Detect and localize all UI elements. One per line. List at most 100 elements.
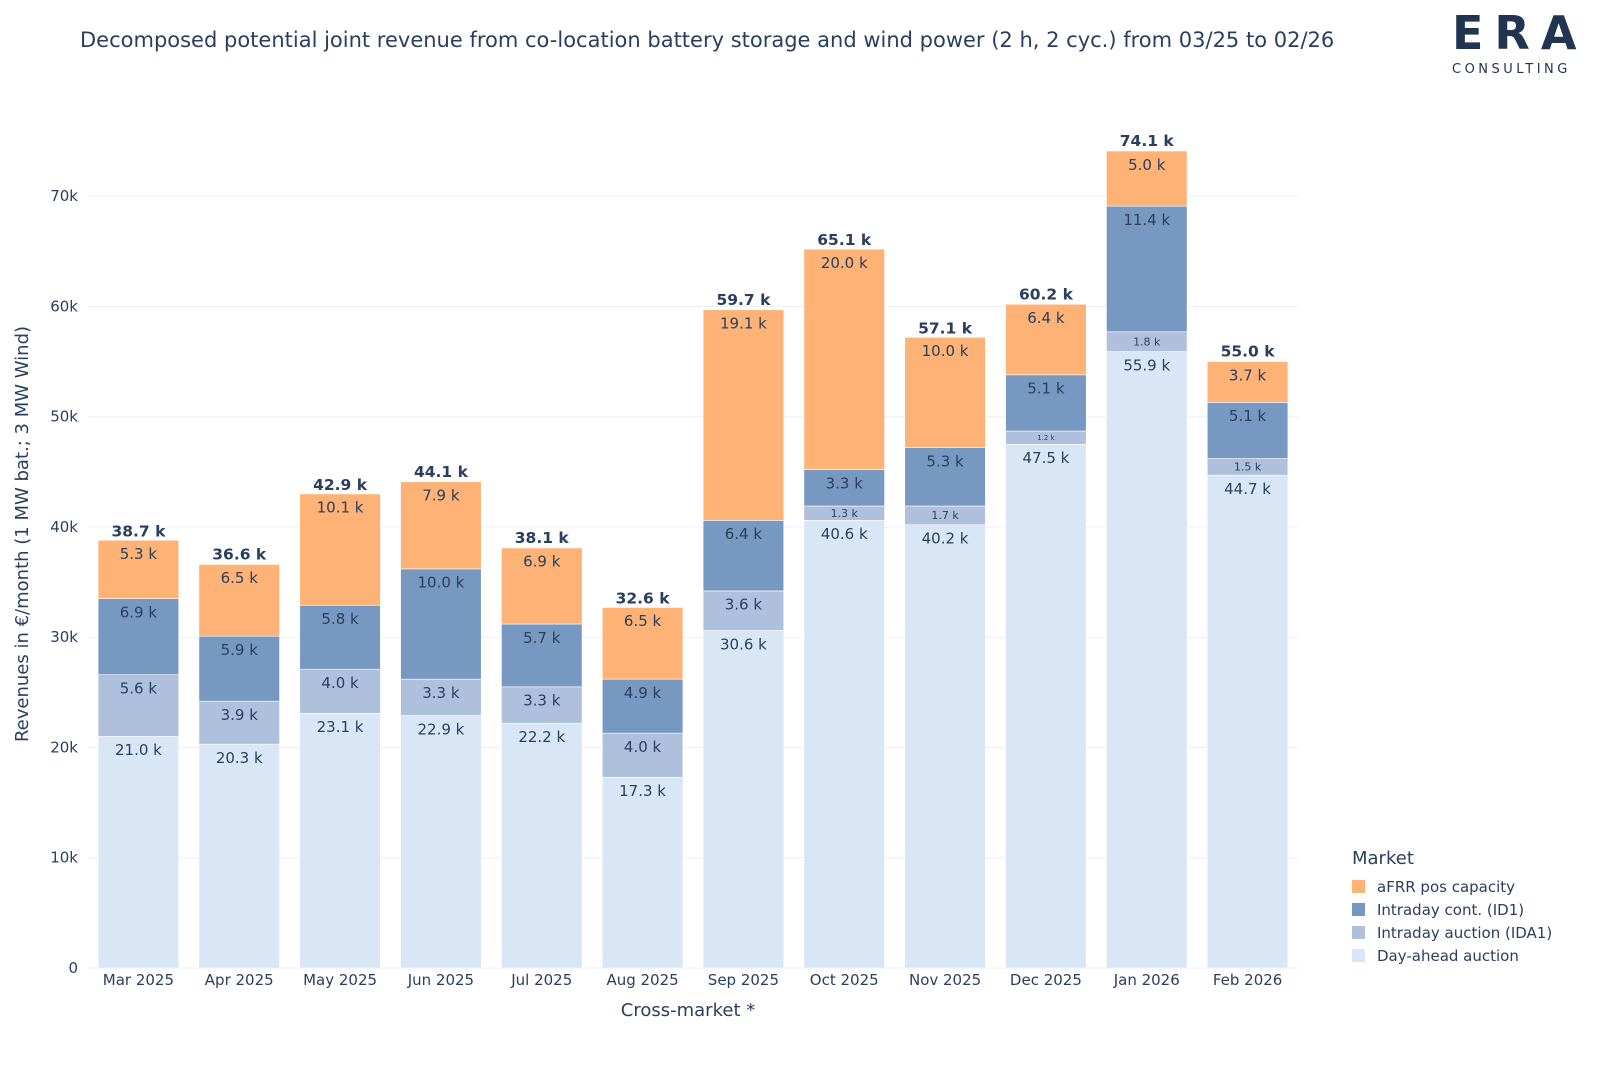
x-axis-title: Cross-market * (621, 1000, 755, 1021)
x-tick-label: Mar 2025 (103, 971, 174, 989)
segment-value-label: 17.3 k (619, 782, 666, 800)
segment-value-label: 6.9 k (120, 603, 158, 621)
bar-segment (501, 623, 583, 688)
gridlines (88, 195, 1298, 859)
total-value-label: 38.1 k (515, 529, 570, 547)
segment-value-label: 11.4 k (1123, 211, 1170, 229)
segment-value-label: 5.8 k (321, 610, 359, 628)
legend-item[interactable]: Intraday cont. (ID1) (1352, 898, 1552, 921)
legend-item[interactable]: aFRR pos capacity (1352, 875, 1552, 898)
bar-segment (601, 678, 684, 734)
segment-value-label: 4.0 k (321, 674, 359, 692)
y-axis-title: Revenues in €/month (1 MW bat.; 3 MW Win… (12, 326, 33, 742)
segment-value-label: 3.7 k (1229, 366, 1267, 384)
legend-title: Market (1352, 848, 1414, 869)
segment-value-label: 1.2 k (1037, 434, 1055, 442)
segment-value-label: 4.0 k (624, 738, 662, 756)
legend-swatch (1352, 949, 1365, 962)
axes: 0 10k 20k 30k 40k 50k 60k 70k Mar 2025 Apr 2025 Ma… (50, 187, 1298, 989)
legend-items: aFRR pos capacity Intraday cont. (ID1) Int… (1352, 875, 1552, 967)
segment-value-label: 22.9 k (417, 720, 464, 738)
segment-value-label: 6.4 k (1027, 309, 1065, 327)
y-tick-label: 60k (50, 297, 78, 315)
bar-segment (904, 524, 986, 969)
legend-swatch (1352, 903, 1365, 916)
bar-segment (198, 743, 280, 969)
x-tick-label: Dec 2025 (1010, 971, 1082, 989)
bar-segment (299, 493, 381, 606)
chart-title: Decomposed potential joint revenue from … (80, 28, 1335, 52)
bar-segment (501, 686, 583, 724)
segment-value-label: 1.5 k (1234, 461, 1262, 474)
segment-value-label: 3.3 k (523, 692, 561, 710)
bar-segment (803, 248, 885, 470)
segment-value-label: 3.3 k (422, 684, 460, 702)
bar-segment (299, 668, 381, 714)
x-tick-label: Sep 2025 (708, 971, 779, 989)
segment-value-label: 3.9 k (221, 706, 259, 724)
total-value-label: 59.7 k (716, 291, 771, 309)
legend-label: Day-ahead auction (1377, 946, 1519, 965)
segment-value-label: 6.9 k (523, 553, 561, 571)
segment-value-label: 5.7 k (523, 629, 561, 647)
logo-wordmark: ERA (1452, 6, 1588, 60)
total-value-label: 32.6 k (616, 590, 671, 608)
bar-segment (501, 547, 583, 625)
bar-segment (1005, 374, 1087, 432)
x-tick-label: Jan 2026 (1113, 971, 1180, 989)
bar-segment (198, 635, 280, 702)
legend-item[interactable]: Day-ahead auction (1352, 944, 1552, 967)
bar-segment (1106, 150, 1188, 207)
bar-segment (1206, 474, 1289, 969)
bar-segment (97, 539, 180, 599)
bar-segment (702, 590, 785, 631)
data-labels: 21.0 k 5.6 k 6.9 k 5.3 k 38.7 k 20.3 k 3.9 k 5.… (111, 132, 1275, 800)
legend: Market aFRR pos capacity Intraday cont. (… (1352, 848, 1552, 967)
segment-value-label: 5.6 k (120, 679, 158, 697)
segment-value-label: 30.6 k (720, 635, 767, 653)
bar-segment (400, 678, 482, 716)
x-tick-label: Oct 2025 (810, 971, 879, 989)
segment-value-label: 10.0 k (417, 574, 464, 592)
total-value-label: 36.6 k (212, 545, 267, 563)
segment-value-label: 6.5 k (221, 569, 259, 587)
legend-swatch (1352, 926, 1365, 939)
bar-segment (702, 520, 785, 592)
segment-value-label: 22.2 k (518, 728, 565, 746)
logo-subtitle: CONSULTING (1452, 62, 1571, 77)
total-value-label: 42.9 k (313, 476, 368, 494)
y-tick-label: 10k (50, 849, 78, 867)
bar-segment (702, 630, 785, 969)
bar-segment (904, 337, 986, 448)
bar-segment (501, 722, 583, 969)
bars (97, 150, 1289, 969)
segment-value-label: 4.9 k (624, 684, 662, 702)
segment-value-label: 5.1 k (1027, 380, 1065, 398)
segment-value-label: 10.0 k (922, 342, 969, 360)
y-tick-label: 40k (50, 518, 78, 536)
segment-value-label: 5.9 k (221, 641, 259, 659)
segment-value-label: 10.1 k (317, 499, 364, 517)
segment-value-label: 6.4 k (725, 525, 763, 543)
y-tick-label: 70k (50, 187, 78, 205)
x-tick-label: Aug 2025 (606, 971, 678, 989)
x-tick-label: Nov 2025 (909, 971, 981, 989)
bar-segment (1005, 303, 1087, 376)
legend-item[interactable]: Intraday auction (IDA1) (1352, 921, 1552, 944)
bar-segment (400, 481, 482, 570)
segment-value-label: 7.9 k (422, 487, 460, 505)
total-value-label: 55.0 k (1221, 343, 1276, 361)
segment-value-label: 1.3 k (831, 507, 859, 520)
segment-value-label: 5.3 k (926, 452, 964, 470)
legend-label: Intraday cont. (ID1) (1377, 900, 1525, 919)
segment-value-label: 55.9 k (1123, 356, 1170, 374)
total-value-label: 57.1 k (918, 319, 973, 337)
bar-segment (1005, 443, 1087, 969)
y-tick-label: 50k (50, 408, 78, 426)
y-tick-label: 20k (50, 738, 78, 756)
segment-value-label: 20.0 k (821, 254, 868, 272)
bar-segment (702, 309, 785, 521)
legend-swatch (1352, 880, 1365, 893)
legend-label: aFRR pos capacity (1377, 877, 1516, 896)
bar-segment (803, 520, 885, 969)
